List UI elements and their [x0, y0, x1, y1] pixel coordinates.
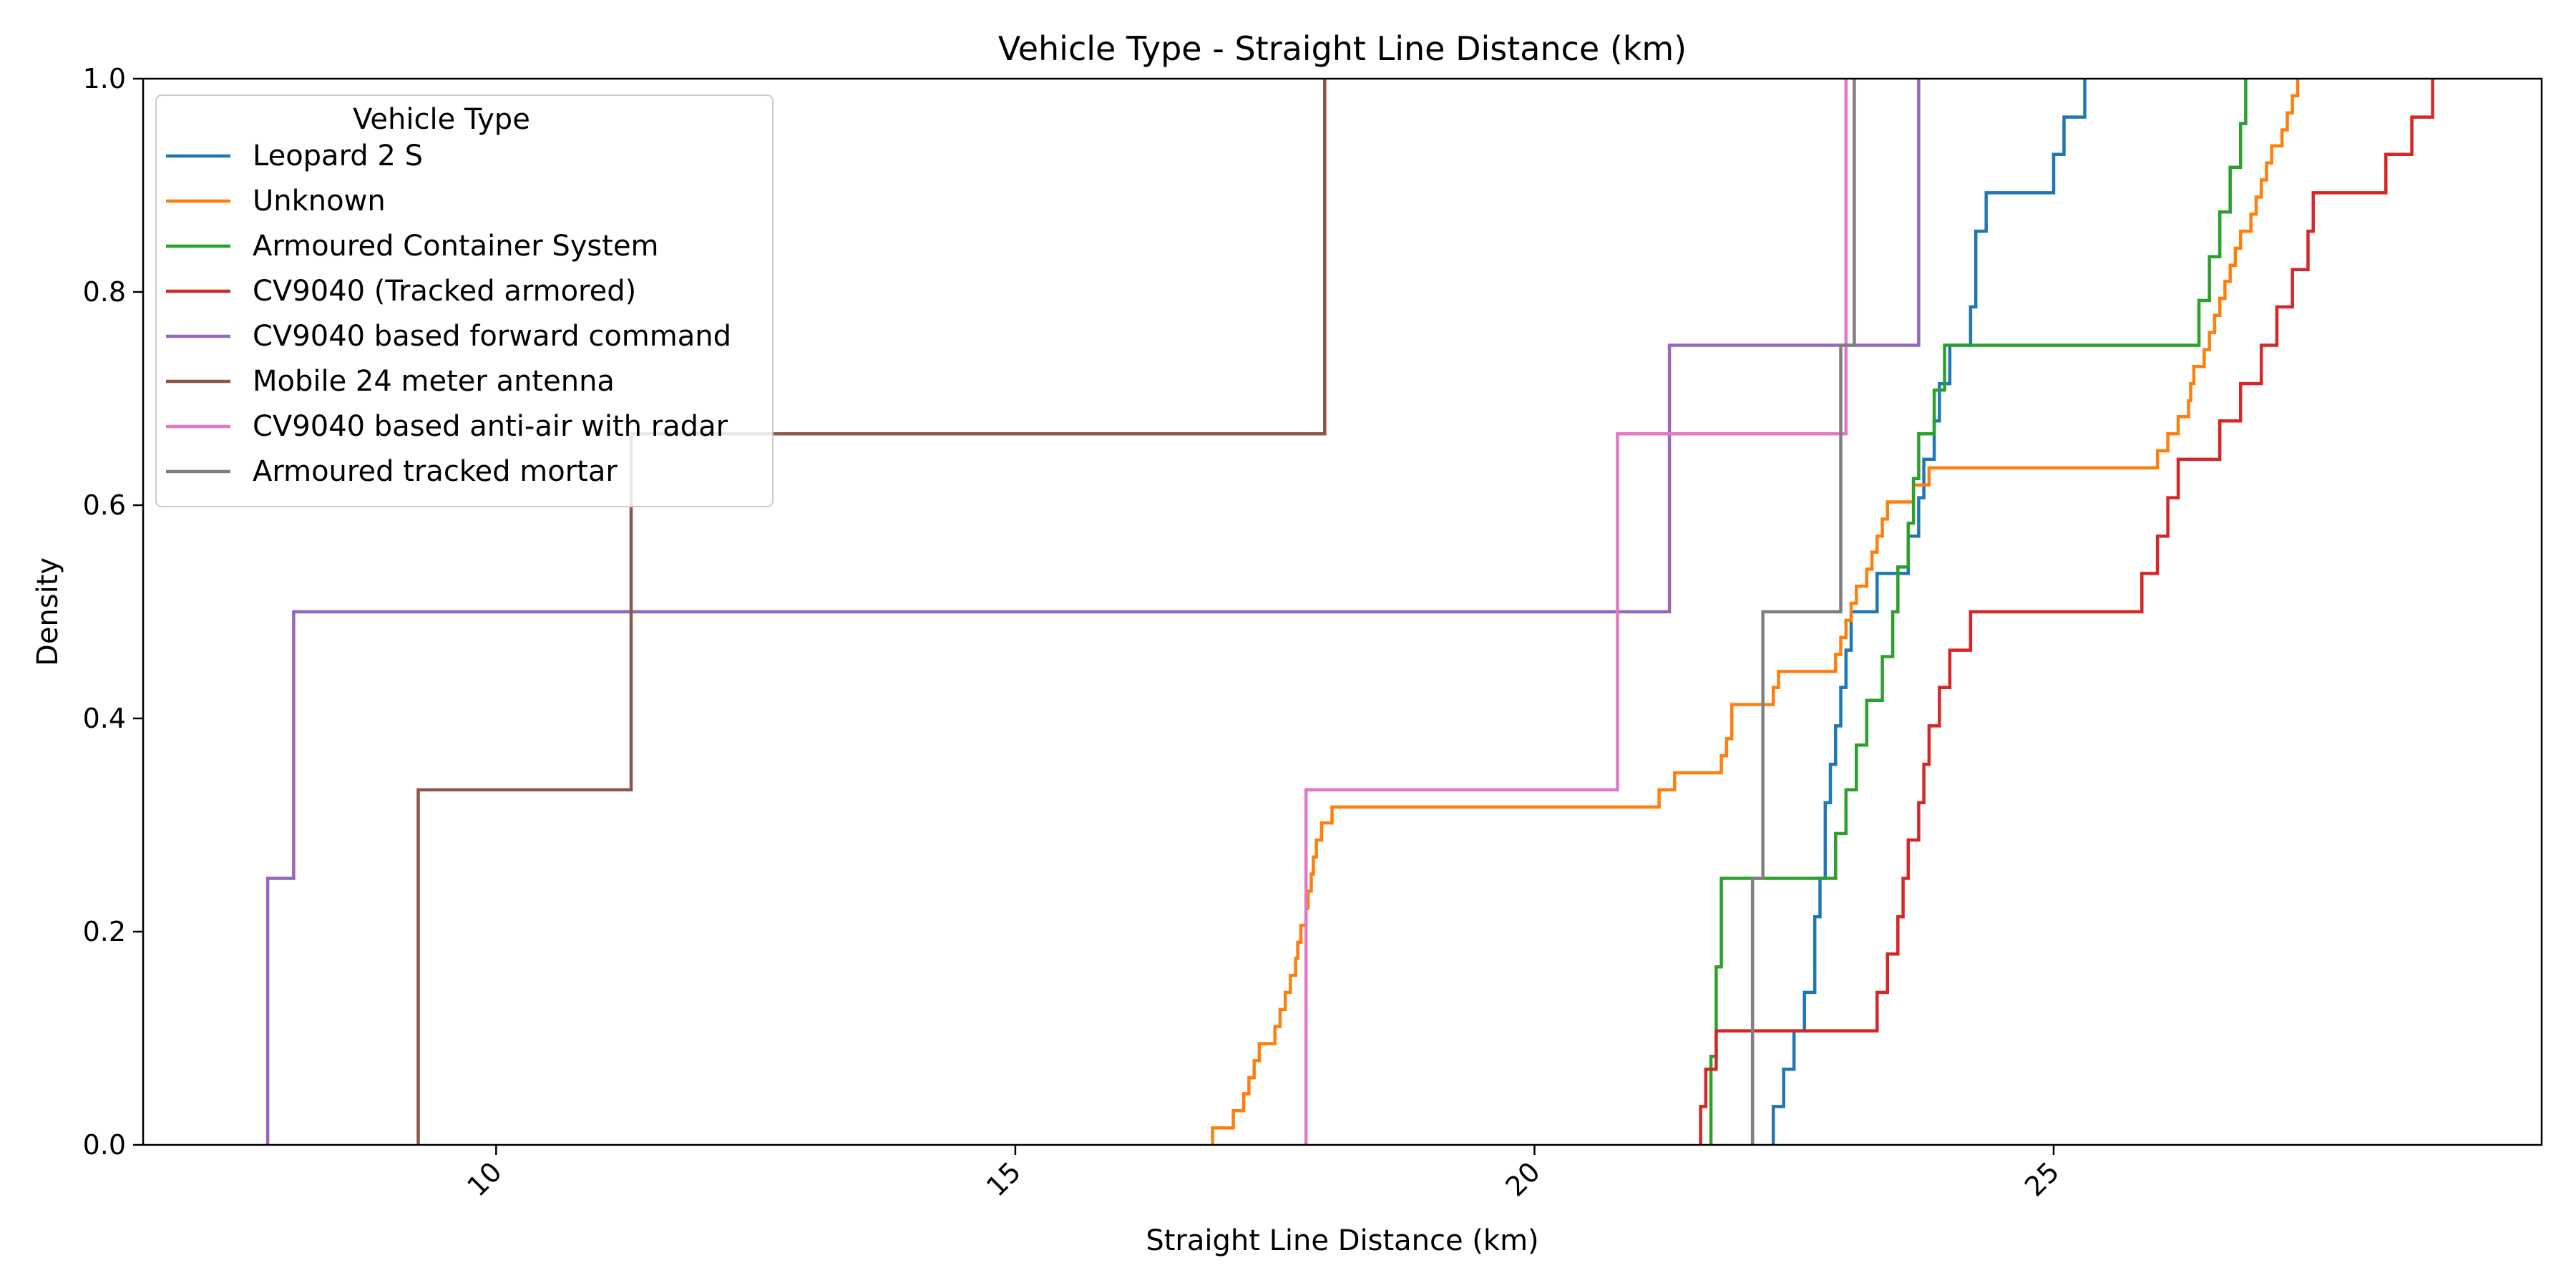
series-layer	[265, 79, 2434, 1145]
y-tick-label: 0.0	[83, 1129, 126, 1161]
y-axis: 0.0 0.2 0.4 0.6 0.8 1.0	[83, 63, 143, 1161]
y-tick-label: 0.2	[83, 916, 126, 947]
series-line-7	[1304, 79, 1848, 1145]
legend-label-4: CV9040 (Tracked armored)	[253, 275, 636, 308]
series-line-5	[265, 79, 1921, 1145]
series-line-6	[416, 79, 1327, 1145]
legend-label-1: Leopard 2 S	[253, 140, 423, 172]
chart-title: Vehicle Type - Straight Line Distance (k…	[998, 29, 1687, 68]
legend-label-3: Armoured Container System	[253, 230, 659, 263]
legend-label-7: CV9040 based anti-air with radar	[253, 410, 728, 443]
series-line-3	[1709, 79, 2248, 1145]
series-line-8	[1750, 79, 1856, 1145]
series-line-4	[1699, 79, 2434, 1145]
y-tick-label: 0.6	[83, 489, 126, 521]
x-axis-label: Straight Line Distance (km)	[1146, 1224, 1538, 1257]
y-tick-label: 0.8	[83, 276, 126, 308]
series-line-2	[1211, 79, 2300, 1145]
legend-frame	[155, 94, 774, 507]
y-axis-label: Density	[31, 557, 64, 666]
legend-label-6: Mobile 24 meter antenna	[253, 365, 615, 398]
plot-frame	[142, 77, 2543, 1146]
legend-label-2: Unknown	[253, 185, 386, 218]
legend-title: Vehicle Type	[353, 103, 530, 136]
legend-entries: Leopard 2 S Unknown Armoured Container Sys…	[166, 140, 731, 488]
legend: Vehicle Type Leopard 2 S Unknown Armoured …	[155, 94, 774, 507]
legend-label-8: Armoured tracked mortar	[253, 455, 618, 488]
y-tick-label: 1.0	[83, 63, 126, 94]
legend-label-5: CV9040 based forward command	[253, 320, 731, 353]
series-line-1	[1771, 79, 2087, 1145]
y-tick-label: 0.4	[83, 703, 126, 734]
